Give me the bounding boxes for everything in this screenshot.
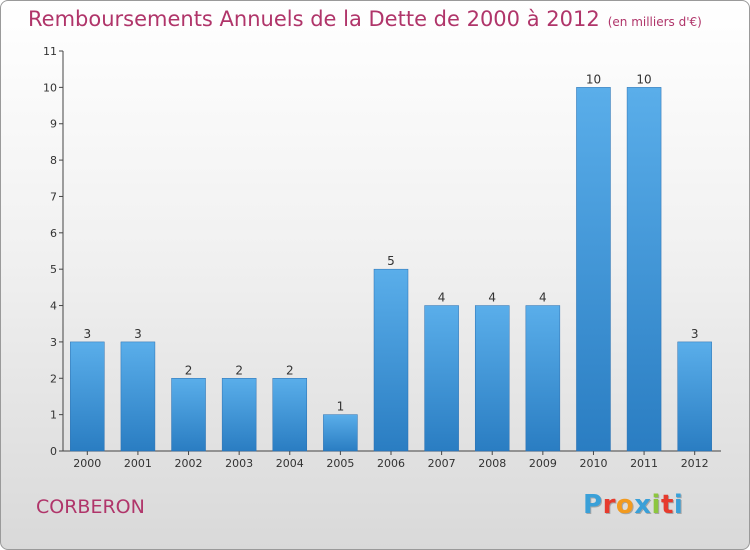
bar — [373, 268, 409, 452]
x-tick-label: 2011 — [630, 457, 658, 470]
data-label: 3 — [134, 327, 142, 341]
logo-letter: i — [651, 490, 661, 520]
logo-letter: r — [602, 490, 616, 520]
data-label: 10 — [636, 72, 651, 86]
proxiti-logo: Proxiti — [583, 490, 683, 520]
x-tick-label: 2003 — [225, 457, 253, 470]
bar — [272, 378, 308, 452]
y-tick-label: 9 — [50, 118, 57, 131]
bar — [323, 414, 358, 452]
y-tick-label: 4 — [50, 300, 57, 313]
logo-letter: P — [583, 490, 603, 520]
x-tick-label: 2006 — [377, 457, 405, 470]
y-tick-label: 5 — [50, 263, 57, 276]
y-tick-label: 0 — [50, 445, 57, 458]
data-label: 5 — [387, 254, 395, 268]
bar — [424, 305, 459, 452]
x-tick-label: 2012 — [681, 457, 709, 470]
x-tick-label: 2007 — [428, 457, 456, 470]
bars — [70, 87, 712, 452]
bar — [120, 341, 156, 452]
logo-letter: i — [673, 490, 684, 520]
labels: 2000 3 2001 3 2002 2 2003 2 2004 2 2005 1 2006 5 2007 4… — [73, 72, 708, 470]
data-label: 4 — [438, 291, 446, 305]
bar — [70, 341, 105, 452]
x-tick-label: 2000 — [73, 457, 101, 470]
y-tick-label: 11 — [43, 45, 57, 58]
x-tick-label: 2009 — [529, 457, 557, 470]
y-tick-label: 3 — [50, 336, 57, 349]
data-label: 2 — [235, 363, 243, 377]
data-label: 3 — [83, 327, 91, 341]
y-tick-label: 10 — [43, 81, 57, 94]
bar — [474, 305, 510, 452]
data-label: 4 — [488, 291, 496, 305]
bar — [171, 378, 206, 452]
chart-title: Remboursements Annuels de la Dette de 20… — [28, 7, 702, 31]
bar — [525, 305, 561, 452]
x-tick-label: 2010 — [579, 457, 607, 470]
bar — [221, 378, 257, 452]
data-label: 1 — [337, 400, 345, 414]
chart-unit: (en milliers d'€) — [607, 15, 702, 29]
x-tick-label: 2008 — [478, 457, 506, 470]
chart-title-text: Remboursements Annuels de la Dette de 20… — [28, 7, 600, 31]
data-label: 10 — [586, 72, 601, 86]
bar — [626, 87, 662, 452]
y-tick-label: 1 — [50, 409, 57, 422]
logo-letter: t — [660, 490, 674, 520]
bar — [677, 341, 712, 452]
y-tick-label: 8 — [50, 154, 57, 167]
x-tick-label: 2001 — [124, 457, 152, 470]
y-tick-label: 6 — [50, 227, 57, 240]
x-tick-label: 2004 — [276, 457, 304, 470]
logo-letter: o — [615, 490, 635, 520]
logo-letter: x — [634, 490, 652, 520]
data-label: 4 — [539, 291, 547, 305]
data-label: 2 — [185, 363, 193, 377]
commune-name: CORBERON — [36, 496, 145, 518]
y-tick-label: 2 — [50, 372, 57, 385]
y-tick-label: 7 — [50, 190, 57, 203]
data-label: 3 — [691, 327, 699, 341]
x-tick-label: 2002 — [175, 457, 203, 470]
data-label: 2 — [286, 363, 294, 377]
bar — [576, 87, 611, 452]
x-tick-label: 2005 — [326, 457, 354, 470]
